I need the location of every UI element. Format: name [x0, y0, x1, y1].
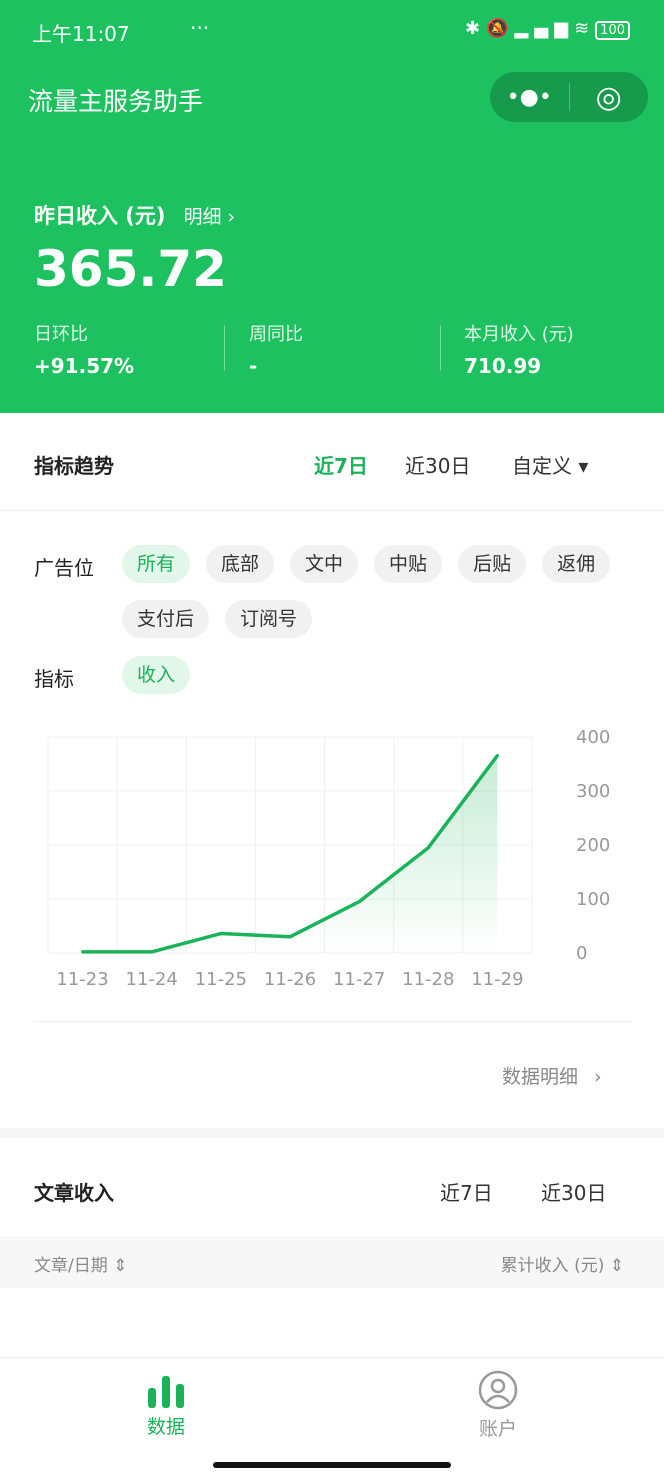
articles-tab-30-days[interactable]: 近30日	[541, 1181, 607, 1205]
data-point	[495, 754, 499, 758]
bluetooth-icon: ✱	[465, 18, 487, 39]
trend-title: 指标趋势	[34, 454, 114, 478]
tab-label: 账户	[478, 1418, 517, 1440]
tab-7-days[interactable]: 近7日	[314, 454, 368, 478]
y-tick-label: 200	[576, 835, 610, 856]
wifi-icon: ≋	[574, 18, 596, 39]
stat-monthly: 本月收入 (元) 710.99	[464, 320, 574, 378]
y-tick-label: 300	[576, 781, 610, 802]
header: 上午11:07 ··· ✱🔕▂▄▆≋ 100 流量主服务助手 •●• ◎ 昨日收入 …	[0, 0, 664, 413]
tab-account[interactable]: 账户	[458, 1370, 538, 1441]
mini-program-capsule: •●• ◎	[490, 72, 648, 122]
y-tick-label: 0	[576, 943, 587, 964]
bottom-tab-bar: 数据 账户	[0, 1357, 664, 1477]
bar-chart-icon	[148, 1376, 184, 1408]
user-icon	[478, 1370, 518, 1410]
x-tick-label: 11-26	[264, 969, 316, 990]
divider	[440, 325, 441, 371]
x-tick-label: 11-25	[195, 969, 247, 990]
y-tick-label: 100	[576, 889, 610, 910]
chip-income[interactable]: 收入	[122, 656, 191, 694]
ad-slot-chips: 所有 底部 文中 中贴 后贴 返佣 支付后 订阅号	[122, 545, 632, 638]
chip-all[interactable]: 所有	[122, 545, 191, 583]
tab-30-days[interactable]: 近30日	[405, 454, 471, 478]
column-total-income[interactable]: 累计收入 (元) ⇕	[500, 1256, 624, 1276]
home-indicator	[213, 1462, 451, 1468]
status-icons: ✱🔕▂▄▆≋ 100	[465, 18, 630, 40]
data-detail-link[interactable]: 数据明细 ›	[502, 1062, 602, 1089]
signal-icon: ▂▄▆	[514, 18, 575, 39]
x-tick-label: 11-27	[333, 969, 385, 990]
chip-subscription[interactable]: 订阅号	[225, 600, 313, 638]
chip-inline[interactable]: 文中	[290, 545, 359, 583]
income-trend-chart: 0 100 200 300 400 11-23 11-24 11-25 11-26 11-27 11…	[47, 727, 610, 990]
more-menu-icon[interactable]: •●•	[506, 84, 552, 110]
articles-tab-7-days[interactable]: 近7日	[440, 1181, 493, 1205]
chip-after-payment[interactable]: 支付后	[122, 600, 210, 638]
divider	[224, 325, 225, 371]
metric-label: 指标	[34, 667, 74, 691]
chip-mid[interactable]: 中贴	[374, 545, 443, 583]
data-detail-label: 数据明细	[502, 1066, 579, 1088]
chevron-right-icon: ›	[594, 1066, 602, 1088]
stat-value: +91.57%	[34, 354, 135, 378]
status-time: 上午11:07	[32, 22, 130, 46]
divider	[0, 510, 664, 511]
chip-post[interactable]: 后贴	[458, 545, 527, 583]
ad-slot-label: 广告位	[34, 556, 94, 580]
tab-data[interactable]: 数据	[126, 1372, 206, 1439]
stat-label: 周同比	[249, 324, 303, 345]
stat-weekly: 周同比 -	[249, 320, 303, 378]
x-tick-label: 11-29	[471, 969, 523, 990]
app-title: 流量主服务助手	[28, 87, 204, 116]
tab-label: 数据	[146, 1416, 185, 1438]
stat-value: 710.99	[464, 354, 542, 378]
data-point	[81, 950, 85, 954]
stat-daily: 日环比 +91.57%	[34, 320, 134, 378]
detail-link[interactable]: 明细 ›	[183, 205, 236, 228]
section-gap	[0, 1128, 664, 1138]
stat-label: 本月收入 (元)	[464, 324, 574, 345]
x-tick-label: 11-24	[126, 969, 178, 990]
yesterday-income-amount: 365.72	[34, 240, 227, 298]
x-tick-label: 11-28	[402, 969, 454, 990]
stat-label: 日环比	[34, 324, 88, 345]
data-point	[426, 846, 430, 850]
area-fill	[82, 755, 498, 953]
close-target-icon[interactable]: ◎	[595, 79, 622, 115]
data-point	[288, 935, 292, 939]
articles-title: 文章收入	[34, 1181, 114, 1205]
data-point	[150, 950, 154, 954]
more-notifications-icon: ···	[190, 16, 210, 40]
y-tick-label: 400	[576, 727, 610, 748]
chip-bottom[interactable]: 底部	[206, 545, 275, 583]
yesterday-income-label: 昨日收入 (元)	[34, 204, 166, 228]
tab-custom[interactable]: 自定义 ▾	[512, 454, 589, 478]
battery-icon: 100	[595, 21, 630, 40]
divider	[34, 1021, 632, 1022]
data-point	[357, 900, 361, 904]
stat-value: -	[249, 354, 258, 378]
data-point	[219, 932, 223, 936]
column-article-date[interactable]: 文章/日期 ⇕	[34, 1256, 128, 1276]
x-tick-label: 11-23	[56, 969, 108, 990]
mute-icon: 🔕	[486, 18, 515, 39]
chip-rebate[interactable]: 返佣	[542, 545, 611, 583]
table-header: 文章/日期 ⇕ 累计收入 (元) ⇕	[0, 1236, 664, 1288]
